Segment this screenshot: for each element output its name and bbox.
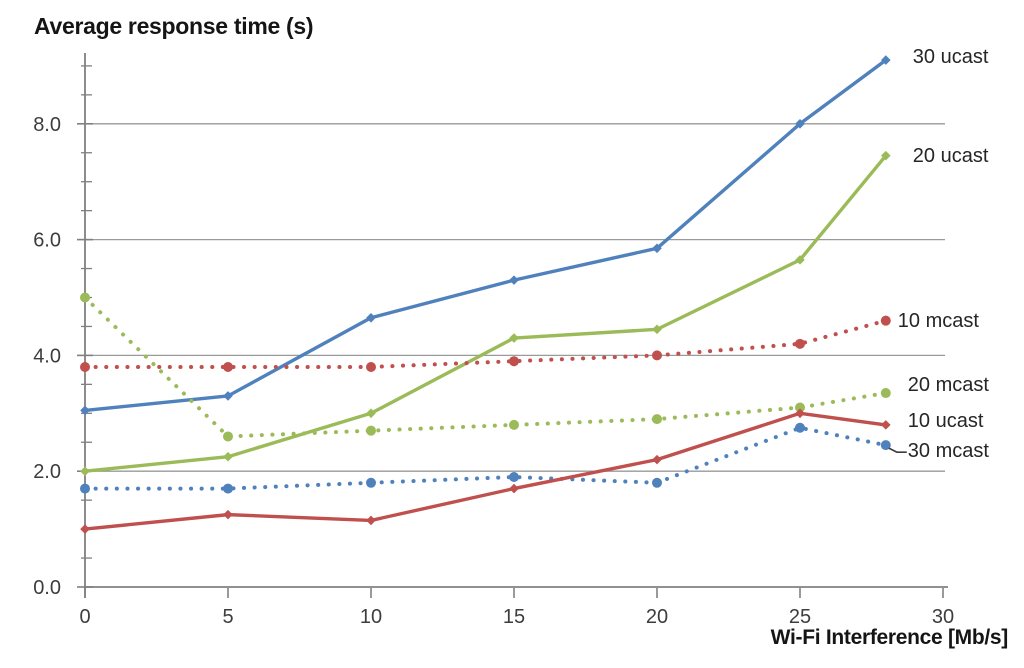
series-line-20-mcast <box>83 295 888 439</box>
marker-diamond <box>80 524 90 534</box>
x-tick-label: 20 <box>646 606 668 628</box>
marker-diamond <box>881 55 891 65</box>
marker-diamond <box>509 275 519 285</box>
x-axis-title: Wi-Fi Interference [Mb/s] <box>770 626 1009 649</box>
marker-diamond <box>223 391 233 401</box>
series-10-mcast <box>80 315 891 372</box>
marker-circle <box>223 361 233 372</box>
marker-diamond <box>881 150 891 161</box>
marker-diamond <box>223 451 233 462</box>
marker-diamond <box>652 324 662 335</box>
series-label-10-mcast: 10 mcast <box>897 309 979 332</box>
y-tick-label: 6.0 <box>33 230 61 252</box>
y-tick-label: 4.0 <box>33 345 61 367</box>
series-20-ucast <box>80 150 891 476</box>
marker-circle <box>223 483 233 494</box>
series-label-20-mcast: 20 mcast <box>907 374 989 397</box>
x-tick-label: 5 <box>222 606 233 628</box>
marker-diamond <box>366 408 376 419</box>
marker-diamond <box>223 509 233 520</box>
marker-circle <box>880 440 891 451</box>
y-tick-label: 2.0 <box>33 461 61 483</box>
series-10-ucast <box>80 408 891 534</box>
series-label-30-ucast: 30 ucast <box>912 46 989 69</box>
series-20-mcast <box>80 292 891 442</box>
gridlines <box>85 123 945 472</box>
marker-circle <box>652 350 662 361</box>
marker-circle <box>880 315 891 326</box>
marker-diamond <box>80 466 90 476</box>
marker-diamond <box>366 515 376 526</box>
label-leader-line <box>888 447 907 453</box>
marker-diamond <box>795 408 805 419</box>
marker-circle <box>80 483 90 494</box>
y-tick-label: 8.0 <box>33 114 61 136</box>
marker-circle <box>509 356 519 367</box>
marker-circle <box>366 361 376 372</box>
marker-diamond <box>509 333 519 343</box>
series-30-mcast <box>80 422 907 494</box>
series-line-30-ucast <box>84 58 887 413</box>
marker-diamond <box>80 405 90 416</box>
x-tick-label: 10 <box>360 606 382 628</box>
x-tick-label: 15 <box>503 606 525 628</box>
marker-diamond <box>795 255 805 265</box>
marker-circle <box>795 402 805 413</box>
marker-circle <box>223 431 233 442</box>
x-tick-label: 25 <box>789 606 811 628</box>
marker-circle <box>366 425 376 436</box>
marker-diamond <box>881 420 891 430</box>
axes <box>77 53 948 598</box>
tick-labels: 0 5 10 15 20 25 30 0.0 2.0 4.0 6.0 8.0 <box>33 114 954 628</box>
marker-diamond <box>366 312 376 323</box>
marker-circle <box>366 477 376 488</box>
marker-diamond <box>795 119 805 129</box>
series-30-ucast <box>80 55 891 416</box>
marker-circle <box>509 419 519 430</box>
series-label-30-mcast: 30 mcast <box>907 440 989 463</box>
marker-circle <box>652 477 662 488</box>
marker-circle <box>80 361 90 372</box>
series-label-10-ucast: 10 ucast <box>907 409 984 432</box>
marker-circle <box>80 292 90 303</box>
marker-circle <box>795 338 805 349</box>
x-tick-label: 0 <box>79 606 90 628</box>
y-tick-label: 0.0 <box>33 577 61 599</box>
marker-circle <box>795 422 805 433</box>
chart-title: Average response time (s) <box>34 13 314 39</box>
marker-diamond <box>652 454 662 465</box>
x-tick-label: 30 <box>932 606 954 628</box>
marker-circle <box>509 471 519 482</box>
series-line-10-mcast <box>83 318 888 369</box>
series-label-20-ucast: 20 ucast <box>912 144 989 167</box>
marker-circle <box>880 388 891 399</box>
marker-diamond <box>652 243 662 254</box>
marker-circle <box>652 414 662 425</box>
marker-diamond <box>509 483 519 494</box>
